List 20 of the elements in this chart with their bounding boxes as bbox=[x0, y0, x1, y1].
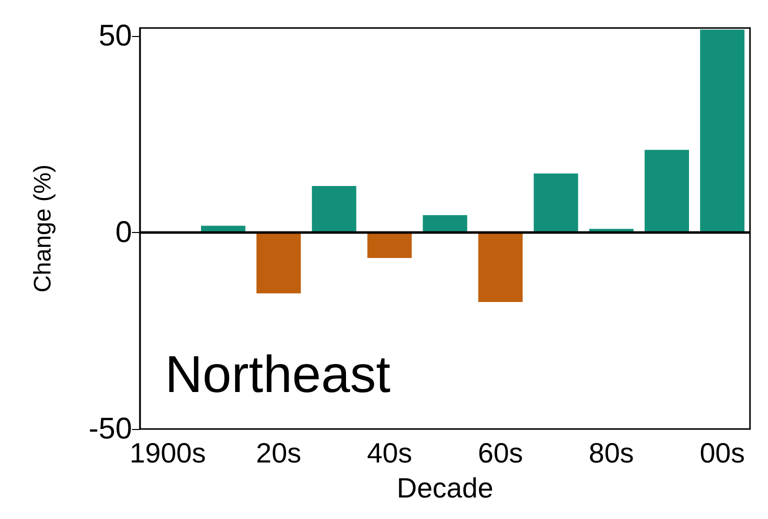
x-tick-label: 60s bbox=[478, 438, 524, 468]
y-axis-title: Change (%) bbox=[30, 164, 56, 293]
bar bbox=[534, 173, 578, 232]
bar bbox=[644, 150, 689, 232]
x-tick-label: 40s bbox=[366, 438, 412, 468]
x-tick-label: 80s bbox=[588, 438, 634, 468]
bar bbox=[700, 30, 744, 232]
bar bbox=[422, 215, 468, 232]
y-tick-label: -50 bbox=[88, 412, 132, 446]
y-tick-label: 50 bbox=[98, 19, 132, 52]
x-tick-label: 20s bbox=[256, 438, 302, 468]
x-axis-title: Decade bbox=[396, 472, 494, 504]
x-tick-label: 1900s bbox=[130, 438, 206, 468]
bar bbox=[478, 232, 523, 302]
y-tick-label: 0 bbox=[115, 216, 132, 249]
x-tick-label: 00s bbox=[700, 438, 745, 468]
annotation: Northeast bbox=[165, 346, 391, 404]
bar bbox=[256, 232, 301, 294]
bar bbox=[312, 186, 356, 232]
bar bbox=[367, 232, 412, 258]
